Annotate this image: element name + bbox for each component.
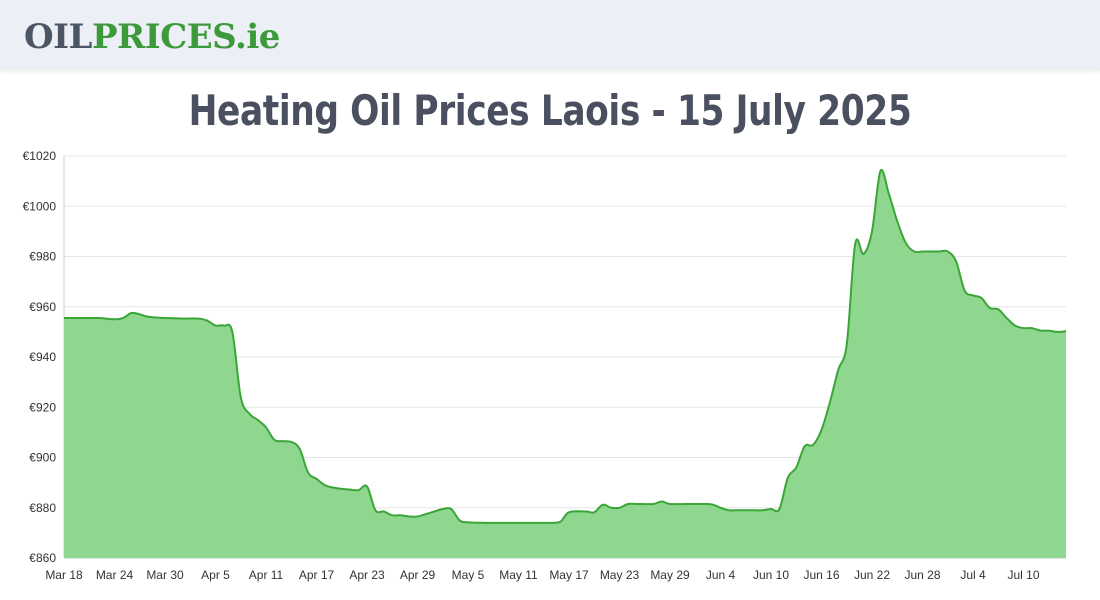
y-tick-label: €880 (29, 501, 56, 515)
x-tick-label: Jun 16 (803, 568, 839, 582)
x-tick-label: Apr 29 (400, 568, 436, 582)
x-tick-label: Jun 28 (904, 568, 940, 582)
y-tick-label: €980 (29, 250, 56, 264)
y-tick-label: €860 (29, 551, 56, 565)
x-tick-label: May 5 (452, 568, 485, 582)
x-tick-label: Mar 30 (146, 568, 184, 582)
page-title: Heating Oil Prices Laois - 15 July 2025 (188, 86, 912, 135)
x-tick-label: Apr 17 (299, 568, 335, 582)
x-tick-label: Jun 22 (854, 568, 890, 582)
y-tick-label: €1020 (23, 149, 57, 163)
logo-prices: PRICES (91, 17, 236, 57)
x-tick-label: Jul 10 (1007, 568, 1039, 582)
x-tick-label: May 17 (549, 568, 589, 582)
y-tick-label: €940 (29, 350, 56, 364)
x-tick-label: Mar 24 (96, 568, 134, 582)
x-tick-label: Apr 11 (249, 568, 284, 582)
y-tick-label: €920 (29, 400, 56, 414)
x-tick-label: May 23 (600, 568, 640, 582)
y-tick-label: €900 (29, 451, 56, 465)
series-area (64, 169, 1066, 558)
site-logo[interactable]: OILPRICES.ie (24, 14, 280, 60)
y-tick-label: €1000 (23, 199, 57, 213)
x-tick-label: Jun 10 (753, 568, 789, 582)
x-tick-label: Apr 23 (349, 568, 385, 582)
x-tick-label: Jun 4 (706, 568, 736, 582)
x-tick-label: Apr 5 (201, 568, 230, 582)
x-tick-label: May 29 (650, 568, 690, 582)
x-tick-label: Jul 4 (960, 568, 986, 582)
series-line (64, 168, 1066, 524)
site-header: OILPRICES.ie (0, 0, 1100, 70)
logo-tld: .ie (234, 17, 280, 57)
logo-oil: OIL (24, 17, 92, 57)
x-tick-label: Mar 18 (45, 568, 83, 582)
x-tick-label: May 11 (499, 568, 538, 582)
y-tick-label: €960 (29, 300, 56, 314)
